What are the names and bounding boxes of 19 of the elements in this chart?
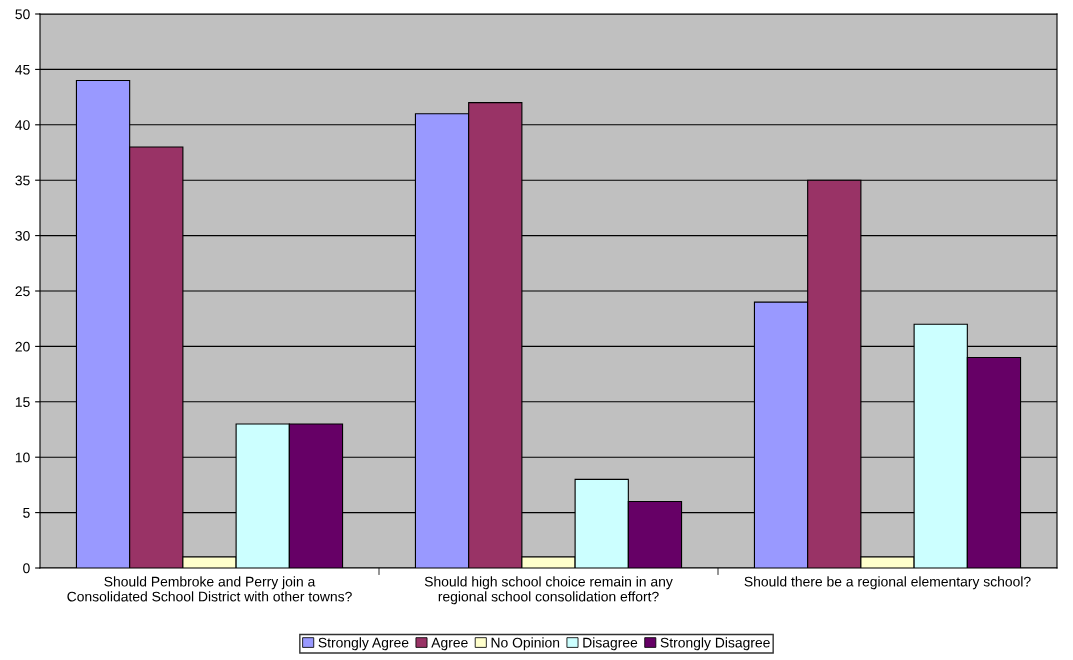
y-tick-label: 0 <box>23 563 30 574</box>
legend-label: No Opinion <box>491 637 560 651</box>
legend-label: Strongly Disagree <box>660 637 770 651</box>
x-tick-label: Should Pembroke and Perry join a Consolidated School District with other towns? <box>67 576 352 602</box>
y-tick-label: 5 <box>23 508 30 518</box>
legend-label: Strongly Agree <box>318 637 409 651</box>
x-tick-label: Should high school choice remain in any regional school consolidation effort? <box>424 576 673 605</box>
x-tick-label: Should there be a regional elementary school? <box>744 576 1031 590</box>
y-tick-label: 50 <box>15 9 30 20</box>
y-tick-label: 15 <box>15 397 30 407</box>
y-tick-label: 20 <box>15 341 30 352</box>
y-tick-label: 35 <box>15 175 30 186</box>
y-tick-label: 10 <box>15 452 30 463</box>
legend-label: Disagree <box>583 637 638 651</box>
y-tick-label: 25 <box>15 286 30 297</box>
y-tick-label: 45 <box>15 64 30 75</box>
y-tick-label: 30 <box>15 230 30 241</box>
legend-label: Agree <box>431 637 468 651</box>
y-tick-label: 40 <box>15 120 30 130</box>
